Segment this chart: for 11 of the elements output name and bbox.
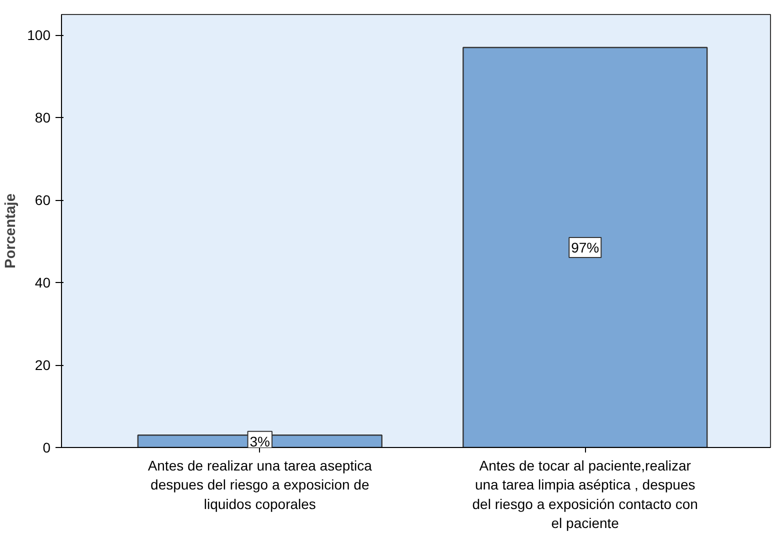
- y-tick-label: 60: [34, 192, 51, 208]
- y-axis-title: Porcentaje: [3, 194, 20, 268]
- y-tick-label: 80: [34, 110, 51, 126]
- y-tick-label: 40: [34, 274, 51, 291]
- y-tick-label: 20: [34, 357, 51, 374]
- y-tick-label: 0: [42, 440, 51, 456]
- x-tick-label: Antes de tocar al paciente,realizar una tarea limpia aséptica , despues del riesgo a exposición contacto con el paciente: [472, 458, 698, 532]
- y-tick-label: 100: [27, 27, 51, 44]
- data-label: 3%: [250, 433, 270, 450]
- data-label: 97%: [571, 239, 600, 256]
- x-tick-label: Antes de realizar una tarea aseptica despues del riesgo a exposicion de liquidos coporales: [148, 458, 372, 512]
